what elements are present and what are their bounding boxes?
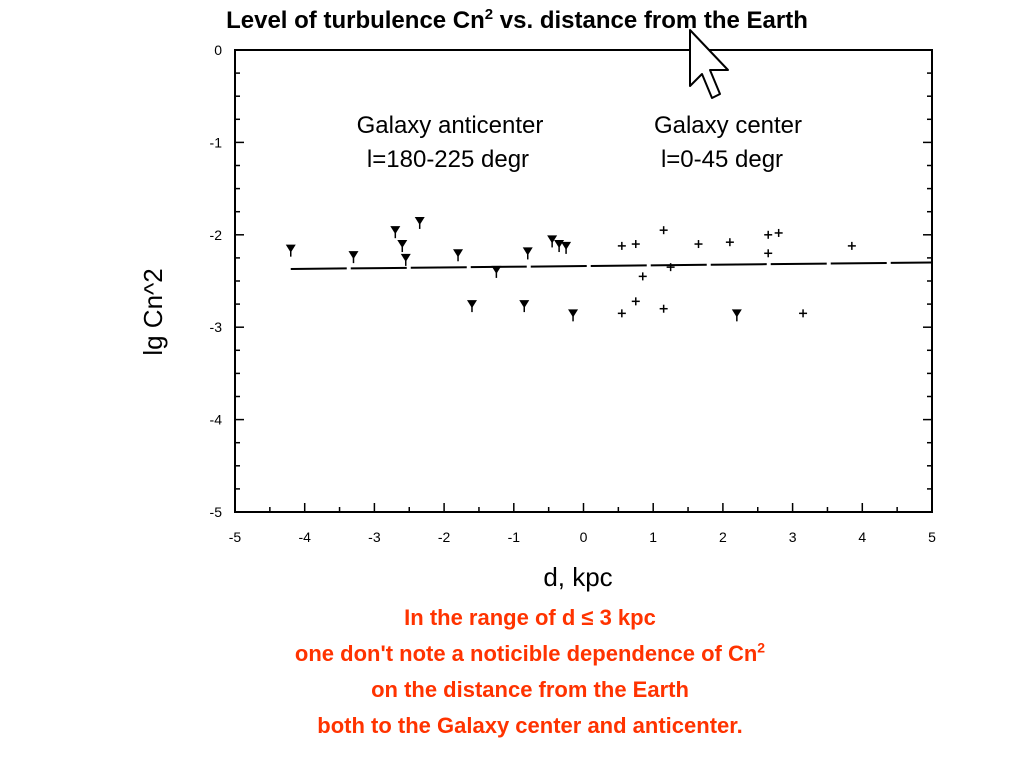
annotation-anticenter-line2: l=180-225 degr (367, 146, 529, 173)
axis-ticks (234, 49, 933, 513)
trend-line-path (290, 261, 933, 270)
data-point-plus (638, 272, 647, 281)
trend-line (290, 261, 933, 270)
data-point-plus (631, 240, 640, 249)
x-tick-label: -3 (368, 529, 381, 545)
y-tick-label: -5 (210, 504, 223, 520)
data-point-plus (617, 309, 626, 318)
data-point-triangle (731, 309, 742, 318)
y-axis-label: lg Cn^2 (138, 268, 168, 355)
data-point-plus (799, 309, 808, 318)
annotation-anticenter-line1: Galaxy anticenter (357, 112, 544, 139)
data-point-triangle (466, 300, 477, 309)
data-point-triangle (285, 244, 296, 253)
caption-line-4: both to the Galaxy center and anticenter… (317, 713, 743, 738)
x-tick-label: 3 (789, 529, 797, 545)
data-point-triangle (348, 251, 359, 260)
x-tick-label: 0 (580, 529, 588, 545)
data-point-plus (725, 238, 734, 247)
y-tick-label: -3 (210, 319, 223, 335)
x-tick-label: -5 (229, 529, 242, 545)
x-tick-labels: -5 -4 -3 -2 -1 0 1 2 3 4 5 (229, 529, 936, 545)
data-point-plus (659, 304, 668, 313)
x-axis-label: d, kpc (543, 562, 612, 592)
data-point-triangle (453, 249, 464, 258)
data-point-triangle (547, 235, 558, 244)
data-point-plus (774, 228, 783, 237)
y-tick-label: -1 (210, 134, 223, 150)
data-point-plus (666, 263, 675, 272)
caption-line-2-text: one don't note a noticible dependence of… (294, 641, 758, 666)
mouse-cursor-icon (689, 29, 729, 99)
x-tick-label: 4 (858, 529, 866, 545)
title-superscript: 2 (484, 6, 494, 23)
data-point-plus (694, 240, 703, 249)
data-point-plus (631, 297, 640, 306)
caption-line-2: one don't note a noticible dependence of… (0, 636, 1024, 672)
data-point-triangle (568, 309, 579, 318)
x-tick-label: 5 (928, 529, 936, 545)
scatter-chart: -5 -4 -3 -2 -1 0 1 2 3 4 5 0 -1 -2 -3 -4 -5 d, kpc lg C… (138, 42, 936, 592)
caption-line-3: on the distance from the Earth (371, 677, 689, 702)
data-point-triangle (400, 253, 411, 262)
annotation-center-line2: l=0-45 degr (661, 146, 783, 173)
data-point-plus (847, 241, 856, 250)
data-point-triangle (397, 240, 408, 249)
x-tick-label: -4 (298, 529, 311, 545)
caption-line-2-superscript: 2 (757, 639, 766, 656)
annotation-center-line1: Galaxy center (654, 112, 802, 139)
data-point-triangle (414, 216, 425, 225)
y-tick-label: -4 (210, 412, 223, 428)
data-point-triangle (491, 265, 502, 274)
y-tick-labels: 0 -1 -2 -3 -4 -5 (210, 42, 223, 520)
data-point-plus (764, 230, 773, 239)
data-point-plus (659, 226, 668, 235)
data-point-plus (617, 241, 626, 250)
y-tick-label: 0 (214, 42, 222, 58)
data-point-triangle (561, 241, 572, 250)
caption: In the range of d ≤ 3 kpc one don't note… (0, 600, 1024, 744)
data-point-plus (764, 249, 773, 258)
x-tick-label: -2 (438, 529, 451, 545)
data-point-triangle (390, 226, 401, 235)
data-point-triangle (522, 247, 533, 256)
title-rest: vs. distance from the Earth (493, 7, 808, 34)
data-point-triangle (519, 300, 530, 309)
data-points (285, 216, 856, 322)
title-text: Level of turbulence Cn (226, 7, 485, 34)
y-tick-label: -2 (210, 227, 223, 243)
caption-line-1: In the range of d ≤ 3 kpc (404, 605, 656, 630)
x-tick-label: -1 (508, 529, 521, 545)
slide-title: Level of turbulence Cn2 vs. distance fro… (0, 6, 1024, 35)
x-tick-label: 2 (719, 529, 727, 545)
x-tick-label: 1 (649, 529, 657, 545)
plot-frame (234, 49, 933, 513)
